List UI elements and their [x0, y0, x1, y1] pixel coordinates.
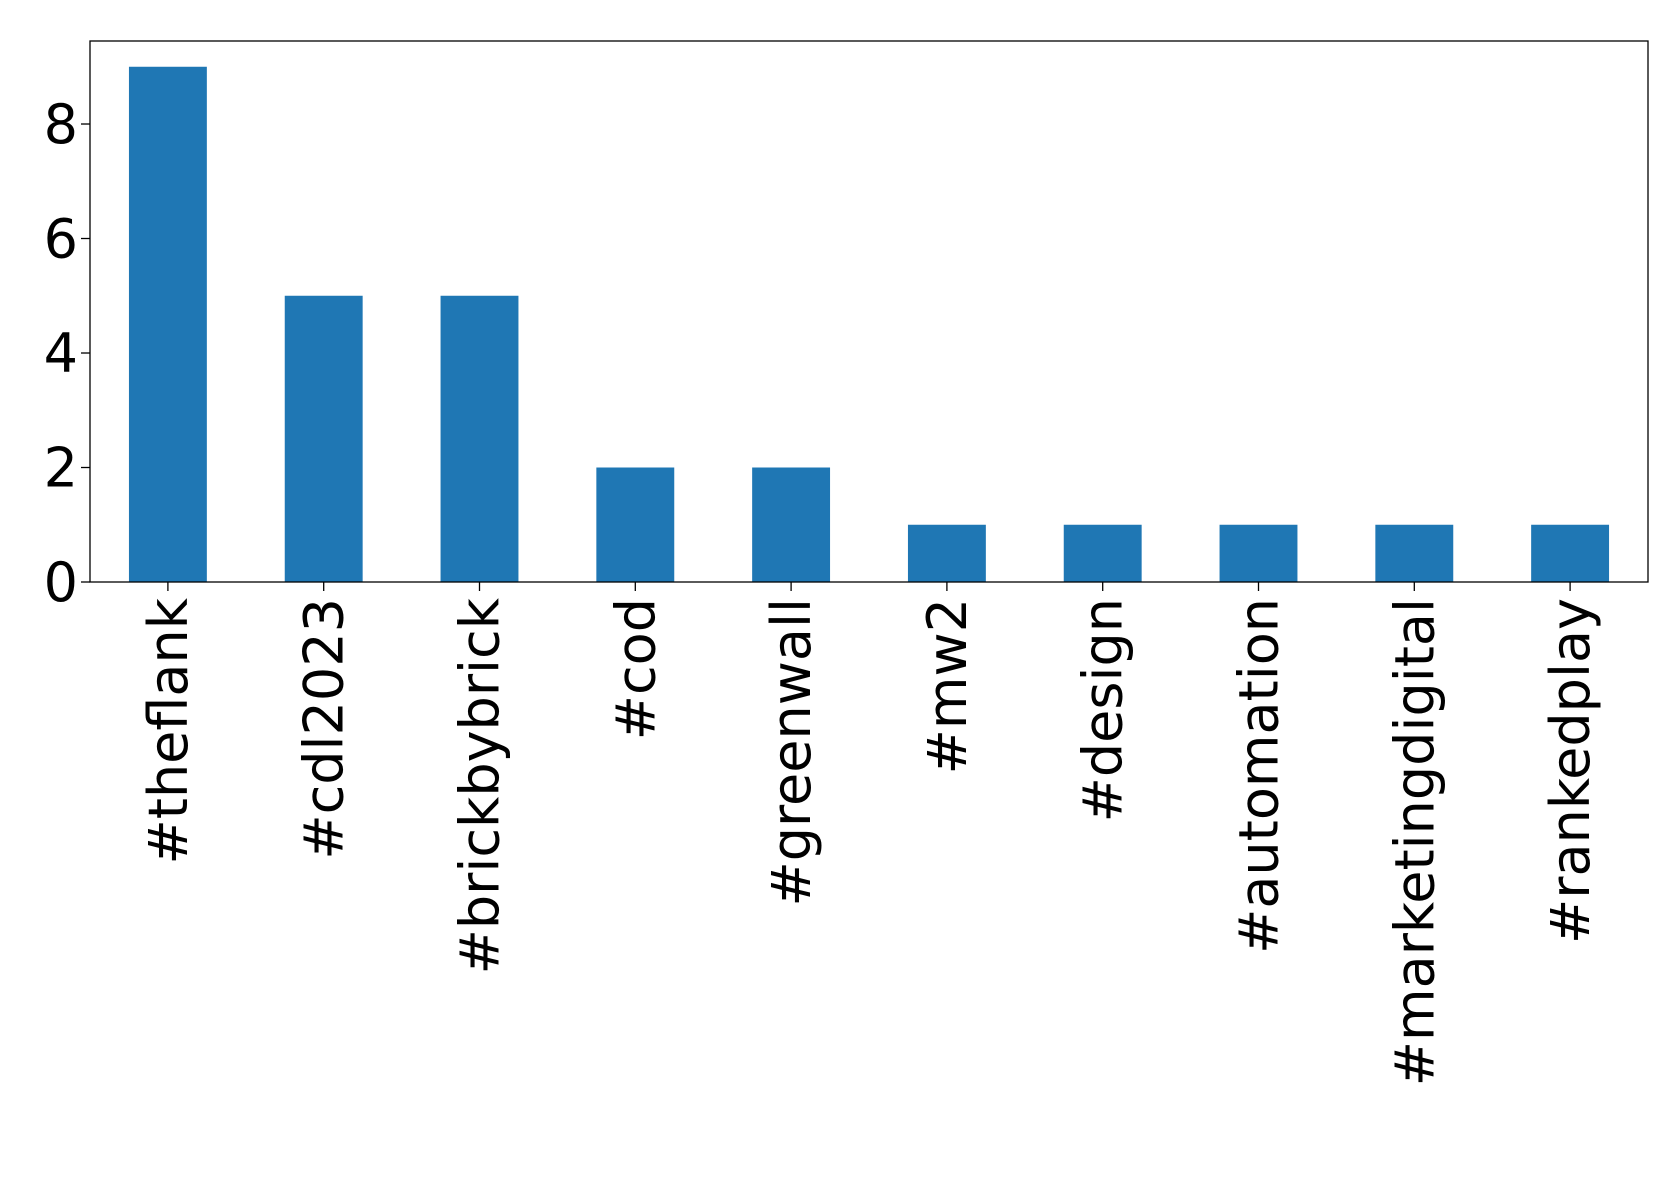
x-tick-label: #rankedplay: [1539, 598, 1602, 944]
x-tick-label: #cdl2023: [293, 598, 356, 860]
x-tick-label: #design: [1072, 598, 1135, 822]
x-tick-label: #cod: [604, 598, 667, 740]
x-tick-label: #mw2: [916, 598, 979, 774]
bar-greenwall: [752, 467, 831, 582]
bar-theflank: [128, 66, 207, 582]
y-axis: 0 2 4 6 8: [44, 93, 90, 614]
axes-frame: [89, 40, 1649, 583]
x-tick-label: #automation: [1228, 598, 1291, 954]
bar-mw2: [907, 524, 986, 582]
bar-cdl2023: [284, 295, 363, 582]
bar-brickbybrick: [440, 295, 519, 582]
bar-cod: [596, 467, 675, 582]
y-tick-label: 0: [44, 551, 78, 614]
bar-rankedplay: [1531, 524, 1610, 582]
bars-group: [128, 66, 1610, 582]
bar-marketingdigital: [1375, 524, 1454, 582]
y-tick-label: 8: [44, 93, 78, 156]
y-tick-label: 4: [44, 322, 78, 385]
x-axis: #theflank #cdl2023 #brickbybrick #cod #green…: [137, 582, 1602, 1086]
bar-design: [1063, 524, 1142, 582]
y-tick-label: 6: [44, 208, 78, 271]
bar-automation: [1219, 524, 1298, 582]
y-tick-label: 2: [44, 437, 78, 500]
x-tick-label: #greenwall: [760, 598, 823, 906]
x-tick-label: #marketingdigital: [1383, 598, 1446, 1086]
x-tick-label: #theflank: [137, 597, 200, 864]
x-tick-label: #brickbybrick: [449, 597, 512, 974]
